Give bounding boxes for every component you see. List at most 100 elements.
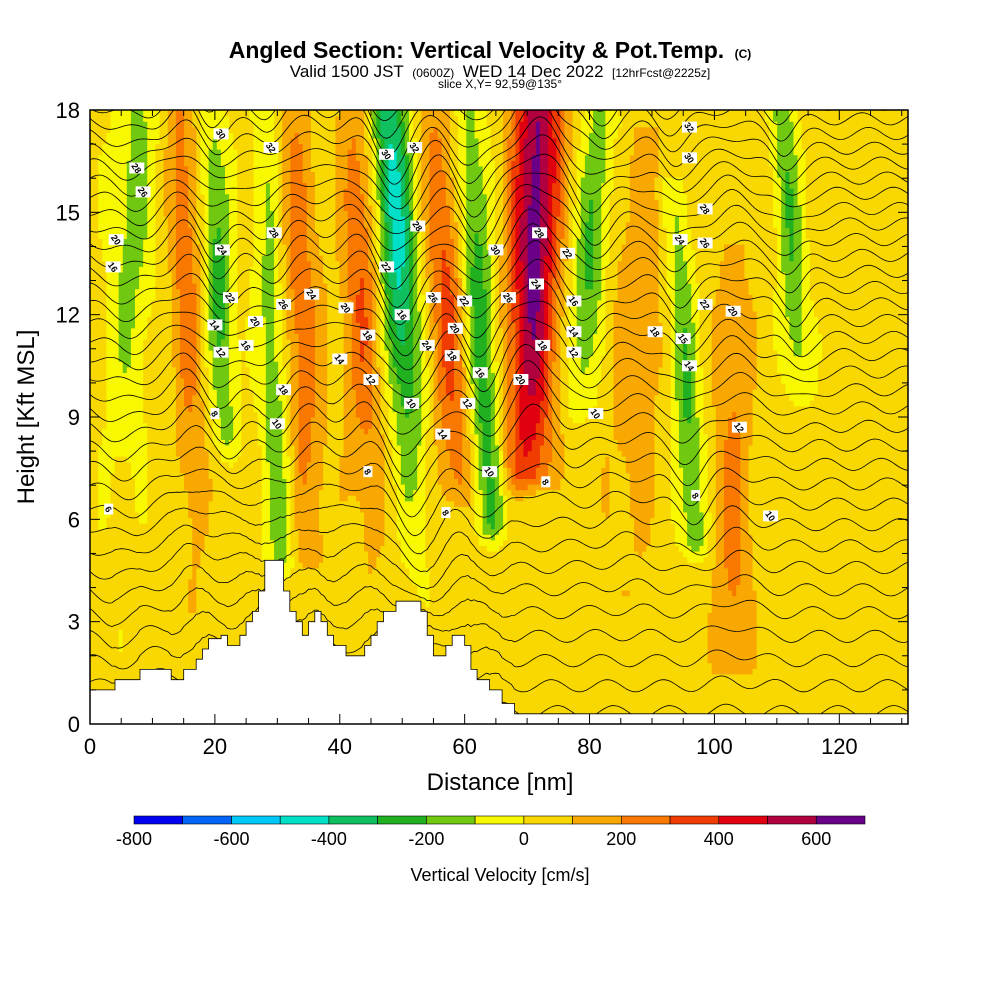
velocity-cell [216, 612, 222, 619]
velocity-cell [813, 684, 819, 692]
velocity-cell [605, 617, 611, 625]
velocity-cell [703, 634, 709, 641]
velocity-cell [809, 612, 815, 619]
velocity-cell [768, 662, 774, 669]
velocity-cell [638, 673, 643, 680]
velocity-cell [359, 612, 365, 619]
velocity-cell [302, 601, 308, 608]
velocity-cell [801, 612, 807, 619]
velocity-cell [752, 657, 758, 664]
velocity-cell [163, 634, 169, 641]
velocity-cell [556, 684, 561, 692]
velocity-cell [797, 595, 803, 602]
velocity-cell [858, 629, 864, 636]
velocity-cell [736, 668, 741, 675]
velocity-cell [777, 595, 782, 602]
velocity-cell [588, 668, 594, 675]
velocity-cell [887, 679, 893, 686]
velocity-cell [572, 651, 578, 658]
velocity-cell [699, 617, 705, 625]
velocity-cell [359, 640, 365, 647]
velocity-cell [658, 684, 664, 692]
velocity-cell [740, 662, 745, 669]
velocity-cell [809, 696, 815, 703]
velocity-cell [220, 629, 226, 636]
velocity-cell [850, 668, 856, 675]
velocity-cell [130, 634, 136, 641]
velocity-cell [179, 617, 185, 625]
velocity-cell [752, 629, 758, 636]
velocity-cell [683, 651, 688, 658]
velocity-cell [736, 657, 741, 664]
velocity-cell [584, 590, 590, 597]
velocity-cell [114, 612, 120, 619]
velocity-cell [863, 645, 868, 653]
velocity-cell [130, 645, 136, 653]
velocity-cell [114, 623, 120, 630]
velocity-cell [699, 640, 705, 647]
velocity-cell [237, 606, 242, 613]
velocity-cell [818, 590, 823, 597]
velocity-cell [646, 612, 651, 619]
velocity-cell [777, 684, 782, 692]
velocity-cell [572, 690, 578, 697]
velocity-cell [474, 617, 480, 625]
velocity-cell [789, 651, 795, 658]
velocity-cell [683, 668, 688, 675]
velocity-cell [126, 612, 132, 619]
velocity-cell [854, 684, 860, 692]
velocity-cell [404, 584, 410, 591]
velocity-cell [449, 606, 455, 613]
velocity-cell [875, 645, 880, 653]
velocity-cell [220, 584, 226, 591]
velocity-cell [179, 640, 185, 647]
velocity-cell [560, 645, 566, 653]
velocity-cell [863, 590, 868, 597]
velocity-cell [658, 701, 664, 708]
velocity-cell [543, 690, 549, 697]
velocity-cell [699, 673, 705, 680]
velocity-cell [764, 640, 770, 647]
velocity-cell [789, 590, 795, 597]
velocity-cell [543, 623, 549, 630]
velocity-cell [863, 629, 868, 636]
velocity-cell [826, 617, 831, 625]
velocity-cell [609, 640, 615, 647]
velocity-cell [773, 601, 778, 608]
velocity-cell [523, 590, 529, 597]
velocity-cell [674, 606, 680, 613]
velocity-cell [781, 595, 786, 602]
velocity-cell [580, 640, 586, 647]
velocity-cell [486, 606, 492, 613]
velocity-cell [658, 640, 664, 647]
velocity-cell [621, 679, 627, 686]
velocity-cell [613, 696, 619, 703]
velocity-cell [863, 617, 868, 625]
velocity-cell [192, 584, 197, 591]
velocity-cell [670, 623, 676, 630]
velocity-cell [175, 651, 181, 658]
velocity-cell [433, 595, 439, 602]
velocity-cell [719, 696, 725, 703]
velocity-cell [347, 606, 353, 613]
velocity-cell [858, 612, 864, 619]
velocity-cell [151, 623, 157, 630]
velocity-cell [523, 668, 529, 675]
velocity-cell [192, 595, 197, 602]
velocity-cell [789, 679, 795, 686]
velocity-cell [486, 634, 492, 641]
velocity-cell [740, 601, 745, 608]
velocity-cell [887, 673, 893, 680]
velocity-cell [797, 584, 803, 591]
velocity-cell [617, 707, 623, 714]
velocity-cell [813, 606, 819, 613]
velocity-cell [883, 606, 889, 613]
velocity-cell [777, 640, 782, 647]
velocity-cell [621, 590, 627, 597]
velocity-cell [740, 707, 745, 714]
velocity-cell [106, 657, 112, 664]
velocity-cell [433, 617, 439, 625]
velocity-cell [813, 707, 819, 714]
velocity-cell [470, 612, 476, 619]
velocity-cell [515, 640, 521, 647]
